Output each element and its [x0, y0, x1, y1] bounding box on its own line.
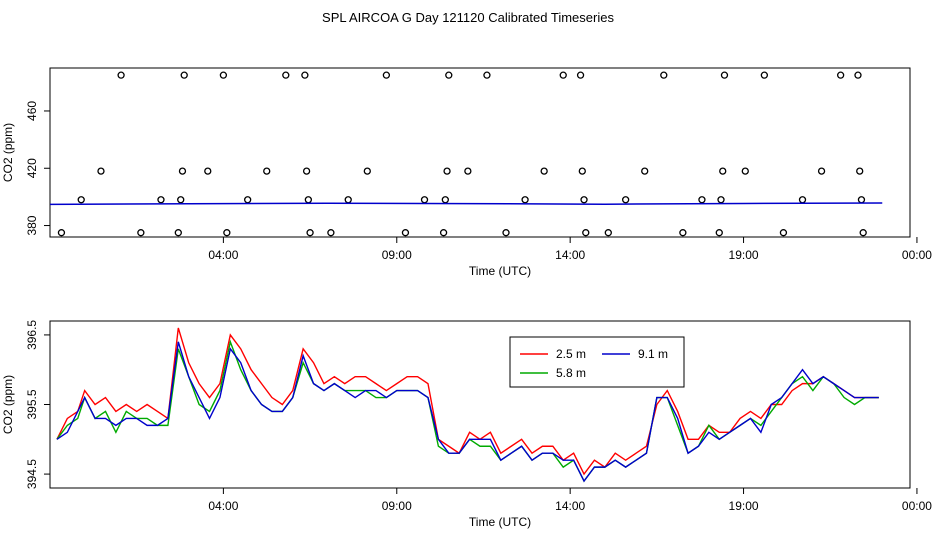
scatter-point — [420, 196, 429, 204]
legend-box — [509, 336, 685, 388]
scatter-point — [117, 71, 125, 79]
scatter-point — [204, 167, 212, 175]
x-tick-label: 19:00 — [729, 499, 759, 513]
y-axis-label: CO2 (ppm) — [1, 375, 15, 434]
scatter-point — [741, 167, 749, 175]
scatter-point — [464, 167, 472, 175]
scatter-point — [304, 196, 312, 204]
scatter-point — [576, 71, 585, 79]
scatter-point — [97, 167, 105, 175]
y-tick-label: 420 — [25, 158, 39, 178]
scatter-point — [445, 71, 453, 79]
chart-panel-bottom: 04:00 09:00 14:00 19:00 00:00 394.5 395.5 396.5… — [1, 320, 932, 529]
x-tick-label: 19:00 — [729, 248, 759, 262]
scatter-point — [859, 229, 867, 237]
scatter-point — [559, 71, 567, 79]
series-line-2-5-m — [56, 327, 879, 476]
x-axis-label: Time (UTC) — [469, 264, 531, 278]
x-axis-label: Time (UTC) — [469, 515, 531, 529]
scatter-point — [57, 229, 66, 237]
scatter-point — [401, 229, 410, 237]
scatter-point — [720, 71, 729, 79]
scatter-point — [760, 71, 769, 79]
scatter-point — [382, 71, 391, 79]
scatter-point — [178, 167, 187, 175]
scatter-point — [344, 196, 352, 204]
figure-title: SPL AIRCOA G Day 121120 Calibrated Times… — [322, 10, 614, 25]
scatter-point — [660, 71, 668, 79]
scatter-point — [856, 167, 864, 175]
x-tick-label: 00:00 — [902, 499, 932, 513]
legend-label: 2.5 m — [556, 347, 586, 361]
y-tick-label: 380 — [25, 215, 39, 235]
scatter-point — [580, 196, 588, 204]
y-tick-label: 396.5 — [25, 320, 39, 350]
scatter-point — [698, 196, 706, 204]
y-tick-label: 460 — [25, 101, 39, 121]
series-line — [49, 202, 883, 206]
scatter-point — [263, 167, 271, 175]
y-tick-label: 394.5 — [25, 459, 39, 489]
x-tick-label: 14:00 — [555, 499, 585, 513]
scatter-point — [621, 196, 630, 204]
scatter-point — [798, 196, 807, 204]
scatter-point — [439, 229, 448, 237]
series-line-9-1-m — [56, 341, 879, 483]
scatter-point — [363, 167, 371, 175]
scatter-point — [174, 229, 182, 237]
x-tick-label: 14:00 — [555, 248, 585, 262]
scatter-point — [779, 229, 788, 237]
scatter-point — [180, 71, 188, 79]
scatter-point — [443, 167, 451, 175]
y-axis-label: CO2 (ppm) — [1, 123, 15, 182]
scatter-point — [817, 167, 826, 175]
scatter-point — [219, 71, 228, 79]
scatter-point — [857, 196, 866, 204]
scatter-point — [540, 167, 548, 175]
x-tick-label: 00:00 — [902, 248, 932, 262]
x-tick-label: 09:00 — [382, 499, 412, 513]
legend-label: 9.1 m — [638, 347, 668, 361]
legend: 2.5 m 9.1 m 5.8 m — [509, 336, 685, 388]
scatter-point — [836, 71, 845, 79]
plot-frame — [49, 67, 911, 238]
scatter-point — [282, 71, 290, 79]
x-tick-label: 04:00 — [208, 499, 238, 513]
scatter-point — [301, 71, 309, 79]
scatter-point — [715, 229, 723, 237]
scatter-point — [604, 229, 612, 237]
scatter-point — [177, 196, 185, 204]
scatter-point — [582, 229, 590, 237]
x-tick-label: 04:00 — [208, 248, 238, 262]
x-tick-label: 09:00 — [382, 248, 412, 262]
scatter-point — [137, 229, 145, 237]
scatter-point — [679, 229, 687, 237]
scatter-point — [502, 229, 510, 237]
scatter-point — [327, 229, 335, 237]
scatter-point — [77, 196, 85, 204]
scatter-point — [157, 196, 165, 204]
series-line-5-8-m — [56, 339, 879, 483]
scatter-point — [641, 167, 649, 175]
scatter-point — [441, 196, 449, 204]
scatter-point — [854, 71, 862, 79]
y-tick-label: 395.5 — [25, 389, 39, 419]
scatter-point — [521, 196, 529, 204]
scatter-point — [302, 167, 311, 175]
chart-panel-top: 04:00 09:00 14:00 19:00 00:00 380 420 460 Time (… — [1, 67, 932, 278]
scatter-point — [719, 167, 727, 175]
scatter-point — [578, 167, 586, 175]
legend-label: 5.8 m — [556, 366, 586, 380]
scatter-point — [483, 71, 491, 79]
scatter-point — [306, 229, 314, 237]
scatter-point — [244, 196, 252, 204]
scatter-point — [223, 229, 231, 237]
scatter-point — [717, 196, 725, 204]
